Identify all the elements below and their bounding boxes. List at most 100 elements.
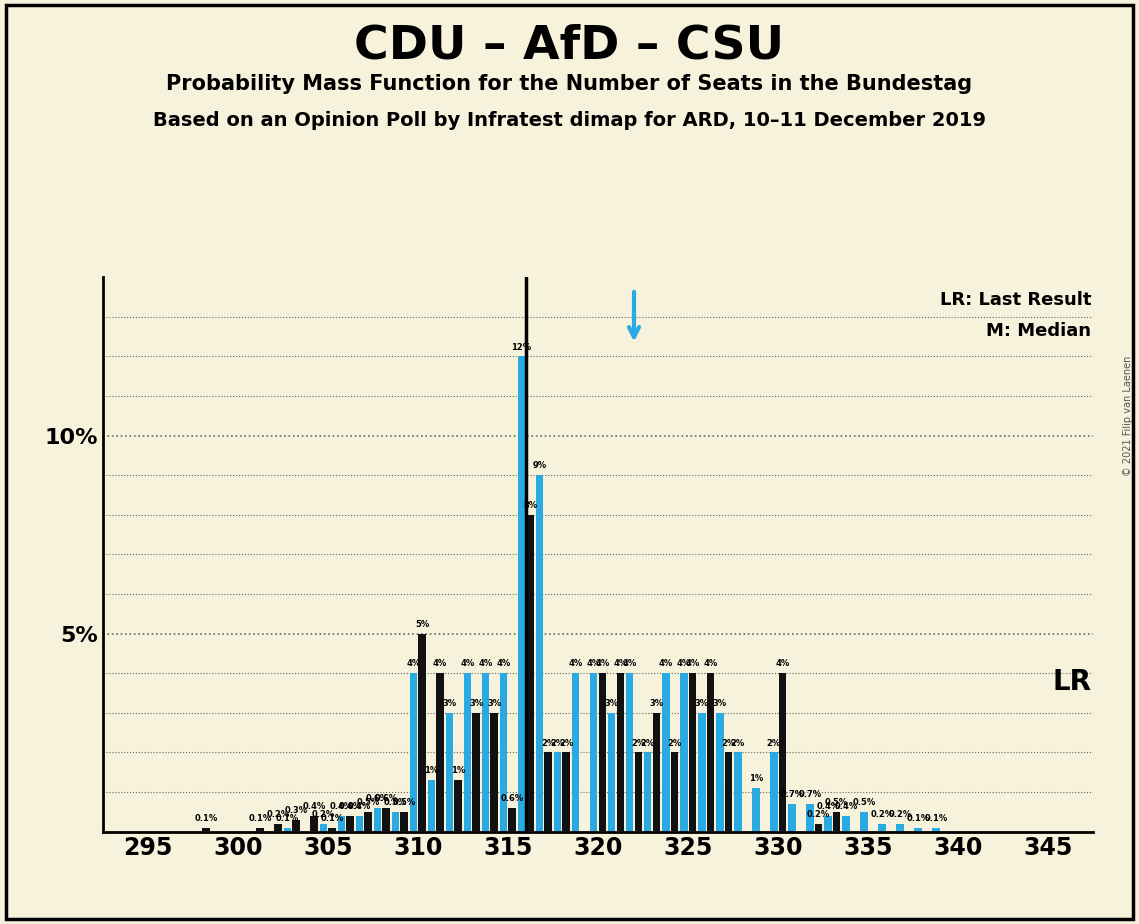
Text: 2%: 2%: [667, 738, 681, 748]
Bar: [590, 674, 598, 832]
Bar: [454, 780, 462, 832]
Bar: [842, 816, 850, 832]
Bar: [202, 828, 210, 832]
Bar: [518, 357, 525, 832]
Text: 0.7%: 0.7%: [798, 790, 821, 799]
Bar: [915, 828, 921, 832]
Bar: [464, 674, 472, 832]
Text: 8%: 8%: [523, 501, 538, 510]
Text: 0.2%: 0.2%: [267, 810, 289, 819]
Bar: [383, 808, 390, 832]
Text: 5%: 5%: [415, 620, 429, 629]
Text: 1%: 1%: [748, 774, 763, 784]
Text: 2%: 2%: [767, 738, 781, 748]
Text: 2%: 2%: [541, 738, 556, 748]
Text: 0.1%: 0.1%: [320, 814, 344, 823]
Bar: [346, 816, 354, 832]
Bar: [473, 712, 480, 832]
Text: 4%: 4%: [497, 660, 510, 668]
Text: 0.4%: 0.4%: [834, 802, 858, 811]
Bar: [896, 823, 903, 832]
Text: 4%: 4%: [613, 660, 628, 668]
Text: 1%: 1%: [451, 766, 466, 775]
Text: 4%: 4%: [478, 660, 493, 668]
Bar: [274, 823, 281, 832]
Text: Based on an Opinion Poll by Infratest dimap for ARD, 10–11 December 2019: Based on an Opinion Poll by Infratest di…: [153, 111, 986, 130]
Text: 0.5%: 0.5%: [825, 798, 849, 807]
Text: 2%: 2%: [721, 738, 736, 748]
Text: CDU – AfD – CSU: CDU – AfD – CSU: [354, 23, 785, 68]
Bar: [364, 812, 371, 832]
Text: 0.6%: 0.6%: [500, 794, 524, 803]
Bar: [680, 674, 688, 832]
Bar: [644, 752, 652, 832]
Bar: [445, 712, 453, 832]
Bar: [860, 812, 868, 832]
Bar: [716, 712, 723, 832]
Bar: [544, 752, 552, 832]
Bar: [410, 674, 417, 832]
Bar: [770, 752, 778, 832]
Bar: [535, 475, 543, 832]
Bar: [724, 752, 732, 832]
Bar: [833, 812, 841, 832]
Text: 0.3%: 0.3%: [285, 806, 308, 815]
Text: 0.5%: 0.5%: [852, 798, 876, 807]
Text: 1%: 1%: [425, 766, 439, 775]
Bar: [284, 828, 292, 832]
Text: 9%: 9%: [533, 461, 547, 470]
Bar: [788, 804, 796, 832]
Text: 4%: 4%: [677, 660, 691, 668]
Bar: [554, 752, 562, 832]
Text: 0.4%: 0.4%: [338, 802, 362, 811]
Text: 4%: 4%: [596, 660, 609, 668]
Text: 2%: 2%: [550, 738, 565, 748]
Bar: [662, 674, 670, 832]
Text: 3%: 3%: [713, 699, 727, 708]
Text: 0.1%: 0.1%: [195, 814, 218, 823]
Text: LR: LR: [1052, 668, 1091, 696]
Bar: [653, 712, 661, 832]
Bar: [608, 712, 615, 832]
Text: 0.1%: 0.1%: [276, 814, 300, 823]
Bar: [932, 828, 940, 832]
Text: 12%: 12%: [511, 343, 532, 352]
Text: 3%: 3%: [605, 699, 618, 708]
Text: 2%: 2%: [559, 738, 573, 748]
Text: M: Median: M: Median: [986, 322, 1091, 339]
Text: 2%: 2%: [640, 738, 655, 748]
Bar: [671, 752, 678, 832]
Bar: [779, 674, 786, 832]
Bar: [374, 808, 382, 832]
Bar: [355, 816, 363, 832]
Bar: [256, 828, 264, 832]
Text: 4%: 4%: [703, 660, 718, 668]
Bar: [337, 816, 345, 832]
Text: 3%: 3%: [695, 699, 708, 708]
Text: 0.1%: 0.1%: [925, 814, 948, 823]
Text: LR: Last Result: LR: Last Result: [940, 291, 1091, 309]
Text: 0.2%: 0.2%: [870, 810, 894, 819]
Text: 0.2%: 0.2%: [888, 810, 911, 819]
Text: 4%: 4%: [686, 660, 699, 668]
Bar: [825, 816, 831, 832]
Text: 0.4%: 0.4%: [347, 802, 371, 811]
Text: 0.4%: 0.4%: [330, 802, 353, 811]
Text: 0.1%: 0.1%: [248, 814, 271, 823]
Bar: [806, 804, 813, 832]
Text: 4%: 4%: [587, 660, 600, 668]
Bar: [310, 816, 318, 832]
Bar: [878, 823, 886, 832]
Text: 0.4%: 0.4%: [817, 802, 839, 811]
Bar: [598, 674, 606, 832]
Bar: [734, 752, 741, 832]
Text: 0.5%: 0.5%: [393, 798, 416, 807]
Bar: [293, 820, 300, 832]
Text: 3%: 3%: [487, 699, 501, 708]
Text: 0.7%: 0.7%: [780, 790, 803, 799]
Bar: [706, 674, 714, 832]
Text: 4%: 4%: [460, 660, 475, 668]
Bar: [563, 752, 570, 832]
Bar: [328, 828, 336, 832]
Bar: [482, 674, 490, 832]
